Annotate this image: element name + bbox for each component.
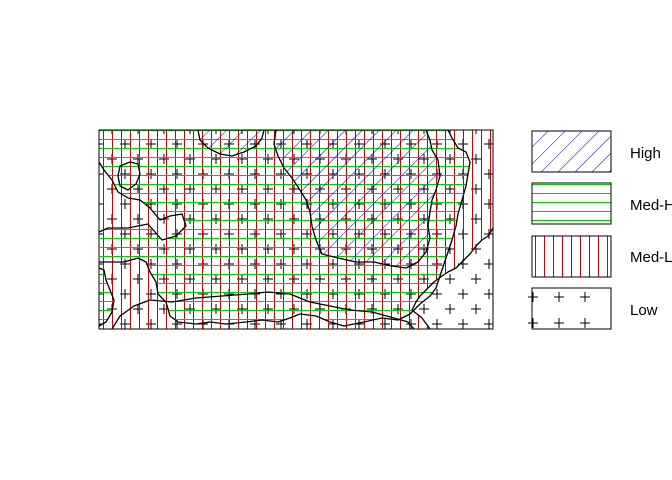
zone-high-main — [274, 130, 440, 268]
legend-swatch-high — [531, 130, 612, 173]
zone-med-high-island — [99, 268, 114, 326]
legend-item-low: Low — [528, 287, 658, 330]
map-enclave — [118, 162, 140, 190]
legend: High Med-High Med-Low Low — [528, 130, 672, 330]
map-panel — [98, 129, 494, 330]
legend-item-med-high: Med-High — [531, 182, 672, 225]
zone-high-lobe — [198, 130, 264, 156]
legend-label-low: Low — [630, 302, 658, 319]
legend-item-med-low: Med-Low — [531, 235, 672, 278]
legend-swatch-low-marks — [528, 292, 590, 328]
legend-swatch-med-low — [531, 235, 612, 278]
legend-label-med-high: Med-High — [630, 197, 672, 214]
legend-swatch-med-high — [531, 182, 612, 225]
legend-item-high: High — [531, 130, 661, 173]
legend-swatch-low — [531, 287, 612, 330]
legend-label-med-low: Med-Low — [630, 249, 672, 266]
zone-boundaries — [99, 130, 493, 329]
legend-label-high: High — [630, 145, 661, 162]
map-frame — [98, 129, 494, 330]
